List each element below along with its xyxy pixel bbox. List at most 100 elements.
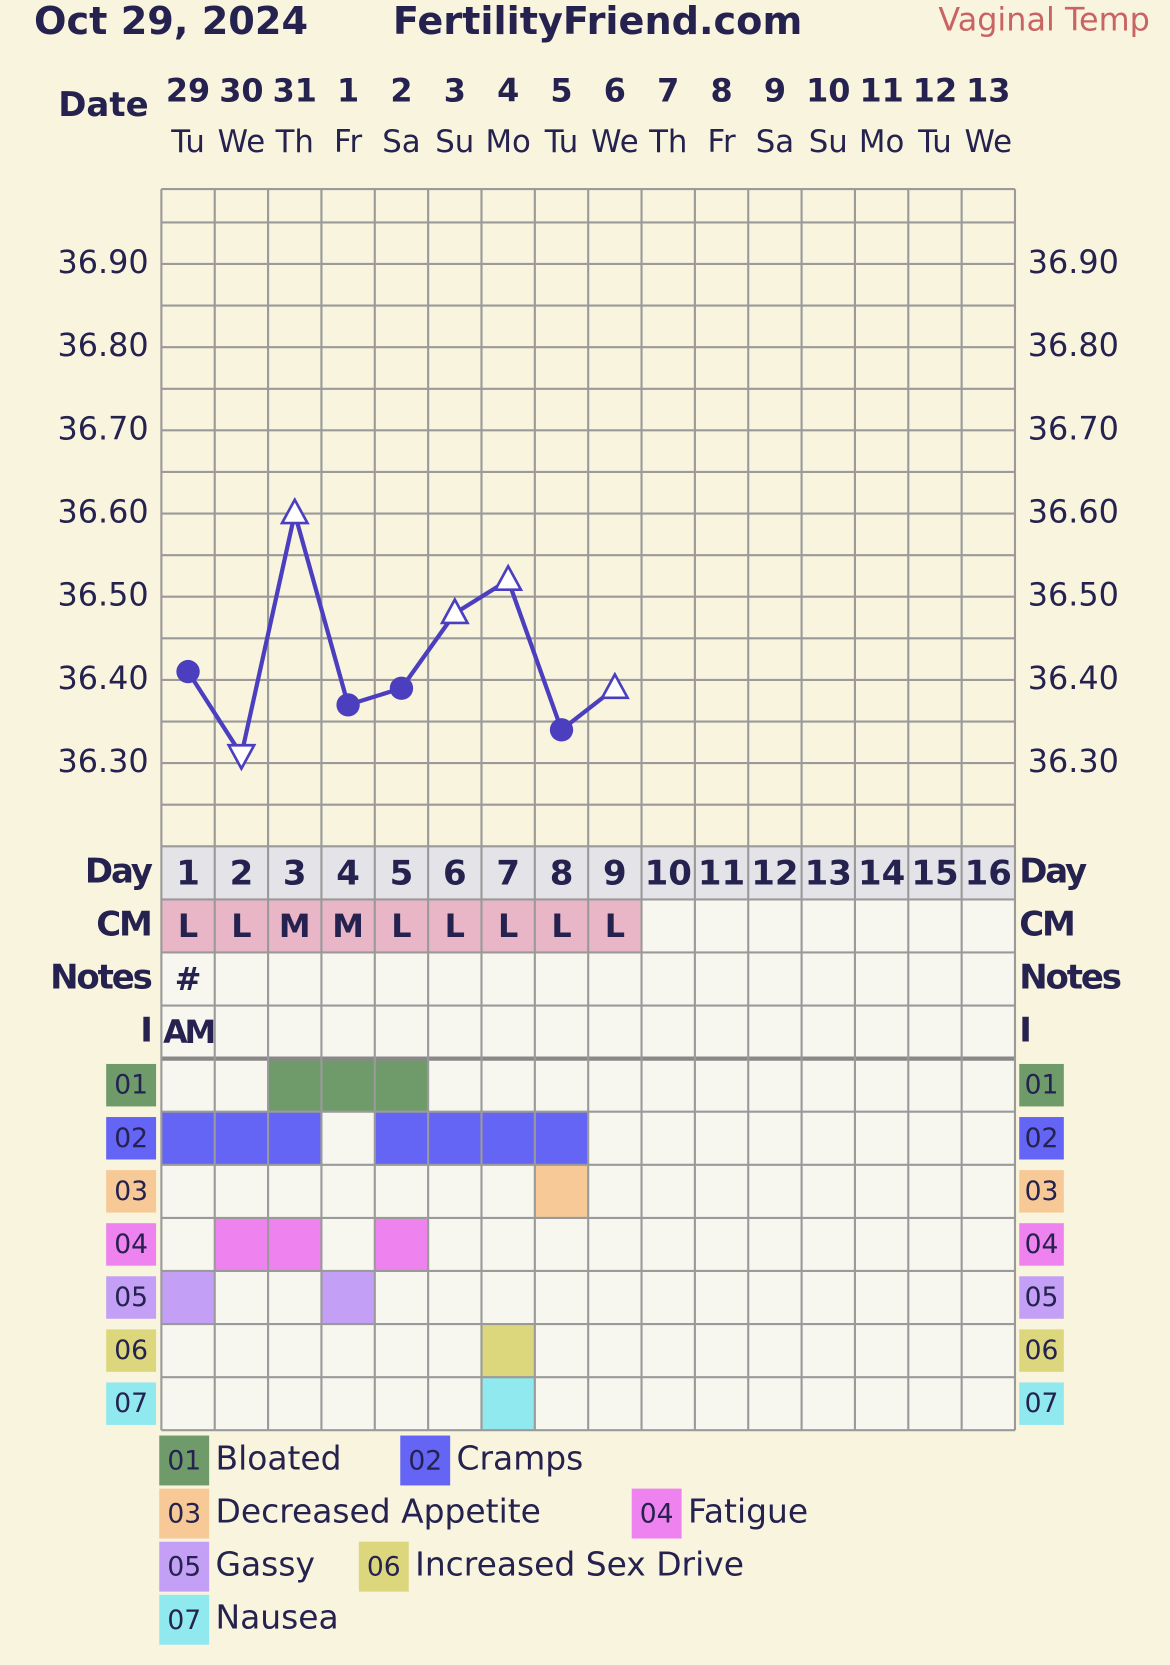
cell xyxy=(908,1377,962,1431)
symptom-cell xyxy=(268,1058,322,1112)
cell-text: 9 xyxy=(603,853,627,893)
cell xyxy=(374,1005,429,1059)
cell-text: L xyxy=(178,907,198,945)
cell xyxy=(961,1217,1015,1271)
symptom-badge xyxy=(1019,1276,1064,1319)
cell xyxy=(481,1164,535,1218)
cell xyxy=(481,846,535,900)
cell xyxy=(268,1324,322,1378)
date: 3 xyxy=(444,71,466,109)
cell xyxy=(641,1377,695,1431)
legend-code: 06 xyxy=(367,1552,401,1583)
y-tick-label: 36.50 xyxy=(57,576,148,614)
cell-text: L xyxy=(551,907,571,945)
cell xyxy=(801,1324,855,1378)
cell-text: 13 xyxy=(805,853,852,893)
cell xyxy=(588,1005,642,1059)
cell xyxy=(481,952,535,1006)
y-tick-label: 36.70 xyxy=(1028,409,1119,447)
cell xyxy=(428,1005,482,1059)
cell xyxy=(854,1270,909,1325)
cell xyxy=(961,846,1015,900)
cell xyxy=(588,1058,642,1112)
y-tick-label: 36.60 xyxy=(57,493,148,531)
cell xyxy=(161,1217,215,1271)
symptom-cell xyxy=(214,1111,269,1165)
temp-type: Vaginal Temp xyxy=(938,0,1149,38)
symptom-cell xyxy=(268,1217,322,1271)
date: 7 xyxy=(657,71,679,109)
cell-text: # xyxy=(175,960,202,998)
cell xyxy=(534,1217,589,1271)
cell xyxy=(641,1005,695,1059)
cell xyxy=(214,952,269,1006)
cell xyxy=(588,1164,642,1218)
legend-code: 01 xyxy=(167,1446,201,1477)
cell xyxy=(374,1270,429,1325)
cell xyxy=(854,1377,909,1431)
cell xyxy=(214,1164,269,1218)
cell xyxy=(908,1217,962,1271)
cell xyxy=(694,1111,749,1165)
symptom-code: 01 xyxy=(1025,1070,1059,1101)
cell xyxy=(748,899,802,953)
cell xyxy=(854,1164,909,1218)
cell xyxy=(161,899,215,953)
legend-name: Gassy xyxy=(216,1545,315,1584)
weekday: Mo xyxy=(485,124,530,160)
cell xyxy=(694,846,749,900)
weekday: We xyxy=(218,124,266,160)
cell xyxy=(694,1270,749,1325)
legend-name: Increased Sex Drive xyxy=(415,1545,744,1584)
cell-text: 2 xyxy=(230,853,254,893)
cell xyxy=(801,1164,855,1218)
symptom-code: 03 xyxy=(1025,1176,1059,1207)
symptom-cell xyxy=(161,1270,215,1325)
cell xyxy=(694,899,749,953)
cell xyxy=(268,1270,322,1325)
cell-text: 15 xyxy=(911,853,958,893)
cell xyxy=(588,1324,642,1378)
cell xyxy=(641,1217,695,1271)
cell xyxy=(854,899,909,953)
symptom-code: 05 xyxy=(114,1282,148,1313)
cell xyxy=(694,1058,749,1112)
symptom-badge xyxy=(106,1382,157,1425)
cell xyxy=(961,1005,1015,1059)
cell xyxy=(374,899,429,953)
weekday: Th xyxy=(648,124,687,160)
cell xyxy=(321,1005,375,1059)
cell xyxy=(374,952,429,1006)
cell xyxy=(694,1005,749,1059)
cell xyxy=(748,1111,802,1165)
cell xyxy=(961,1164,1015,1218)
symptom-badge xyxy=(106,1223,157,1266)
cell xyxy=(374,1324,429,1378)
cell xyxy=(588,1111,642,1165)
cell xyxy=(641,1058,695,1112)
date: 11 xyxy=(859,71,903,109)
legend-code: 07 xyxy=(167,1605,201,1636)
cell xyxy=(268,1005,322,1059)
cell xyxy=(908,1324,962,1378)
cell xyxy=(801,1270,855,1325)
temp-marker xyxy=(336,693,360,717)
legend-name: Fatigue xyxy=(688,1492,808,1531)
symptom-badge xyxy=(106,1329,157,1372)
symptom-badge xyxy=(106,1276,157,1319)
weekday: Fr xyxy=(708,124,736,160)
symptom-badge xyxy=(1019,1223,1064,1266)
site-name: FertilityFriend.com xyxy=(393,0,802,44)
cell xyxy=(854,952,909,1006)
date: 8 xyxy=(710,71,732,109)
cell xyxy=(588,1217,642,1271)
cell xyxy=(908,1270,962,1325)
y-tick-label: 36.80 xyxy=(1028,326,1119,364)
cell xyxy=(748,1217,802,1271)
cell xyxy=(908,1058,962,1112)
weekday: We xyxy=(965,124,1013,160)
cell-text: 5 xyxy=(390,853,414,893)
y-tick-label: 36.40 xyxy=(1028,659,1119,697)
cell xyxy=(374,846,429,900)
